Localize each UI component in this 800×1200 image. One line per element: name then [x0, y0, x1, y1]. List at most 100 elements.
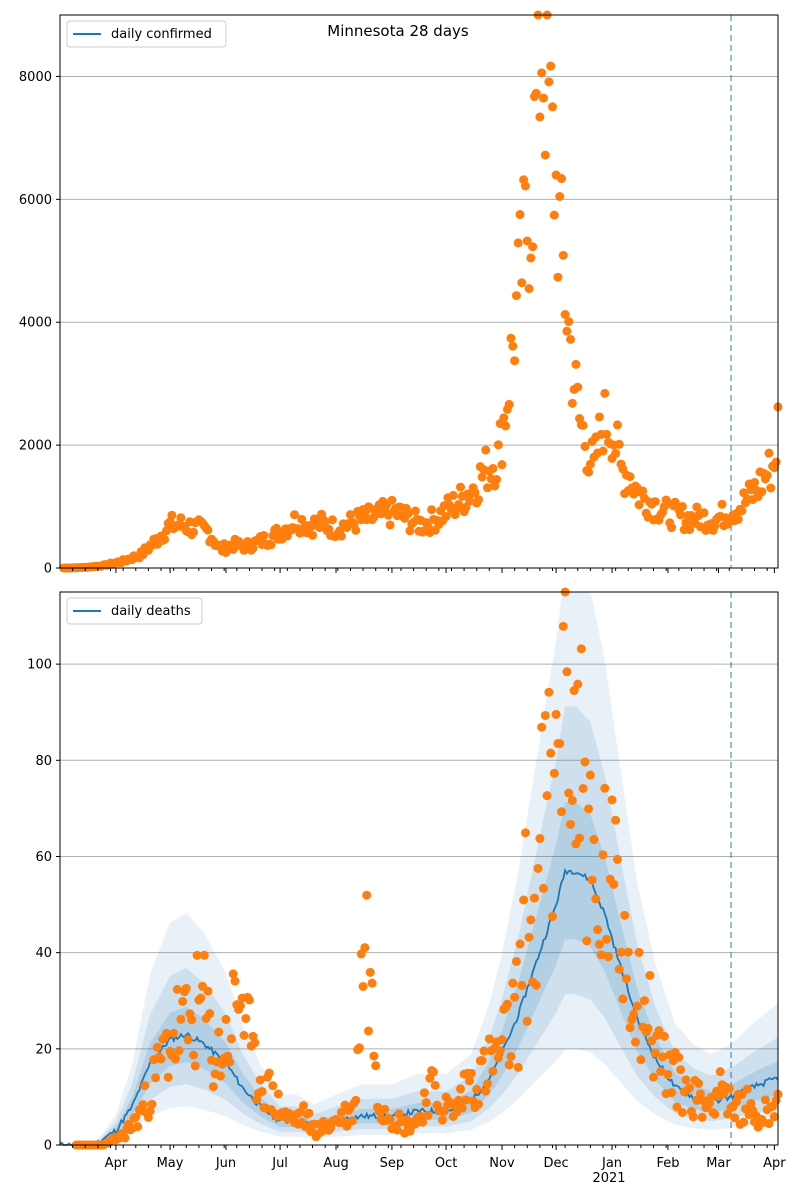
confirmed-point — [501, 421, 511, 431]
confirmed-point — [290, 510, 300, 520]
deaths-point — [764, 1119, 774, 1129]
top-ytick-label: 8000 — [19, 70, 52, 85]
deaths-point — [196, 993, 206, 1003]
confirmed-point — [483, 483, 493, 493]
confirmed-point — [526, 253, 536, 263]
confirmed-point — [248, 543, 258, 553]
deaths-point — [746, 1098, 756, 1108]
deaths-point — [484, 1034, 494, 1044]
deaths-point — [230, 976, 240, 986]
confirmed-point — [524, 284, 534, 294]
deaths-points — [71, 587, 783, 1150]
deaths-point — [461, 1095, 471, 1105]
confirmed-point — [625, 472, 635, 482]
deaths-point — [706, 1092, 716, 1102]
deaths-point — [611, 815, 621, 825]
confirmed-point — [544, 77, 554, 87]
bottom-xtick-label: May — [157, 1156, 184, 1171]
confirmed-point — [497, 460, 507, 470]
deaths-point — [192, 950, 202, 960]
confirmed-point — [676, 510, 686, 520]
confirmed-point — [562, 326, 572, 336]
confirmed-point — [567, 398, 577, 408]
confirmed-chart-panel: 0 2000 4000 6000 8000 Minnesota 28 days dail… — [19, 10, 783, 577]
confirmed-point — [481, 445, 491, 455]
confirmed-point — [558, 250, 568, 260]
bottom-legend: daily deaths — [66, 597, 203, 625]
confirmed-point — [385, 520, 395, 530]
deaths-point — [616, 947, 626, 957]
confirmed-point — [549, 210, 559, 220]
confirmed-point — [160, 534, 170, 544]
deaths-point — [600, 783, 610, 793]
bottom-xtick-label: Apr — [105, 1156, 128, 1171]
deaths-point — [650, 1048, 660, 1058]
deaths-point — [715, 1067, 725, 1077]
deaths-point — [428, 1067, 438, 1077]
deaths-uncertainty-bands — [60, 592, 778, 1145]
deaths-point — [241, 1013, 251, 1023]
deaths-point — [694, 1078, 704, 1088]
deaths-point — [724, 1083, 734, 1093]
deaths-point — [612, 854, 622, 864]
deaths-point — [710, 1109, 720, 1119]
confirmed-point — [546, 61, 556, 71]
confirmed-point — [757, 487, 767, 497]
deaths-point — [517, 980, 527, 990]
confirmed-point — [580, 441, 590, 451]
bottom-xtick-label: Jun — [215, 1156, 236, 1171]
confirmed-point — [598, 446, 608, 456]
deaths-point — [474, 1099, 484, 1109]
confirmed-point — [510, 356, 520, 366]
confirmed-point — [488, 463, 498, 473]
bottom-ytick-label: 40 — [35, 946, 52, 961]
confirmed-point — [327, 515, 337, 525]
deaths-point — [591, 894, 601, 904]
deaths-point — [663, 1069, 673, 1079]
confirmed-point — [511, 291, 521, 301]
deaths-point — [392, 1125, 402, 1135]
deaths-point — [226, 1034, 236, 1044]
confirmed-point — [547, 102, 557, 112]
deaths-point — [524, 932, 534, 942]
deaths-point — [347, 1116, 357, 1126]
deaths-point — [120, 1133, 130, 1143]
bottom-plot-frame — [59, 591, 779, 1146]
deaths-point — [172, 984, 182, 994]
deaths-band — [60, 592, 778, 1145]
deaths-point — [176, 1014, 186, 1024]
deaths-point — [360, 943, 370, 953]
confirmed-point — [710, 521, 720, 531]
deaths-point — [566, 819, 576, 829]
deaths-point — [562, 667, 572, 677]
confirmed-point — [508, 341, 518, 351]
bottom-ytick-label: 100 — [27, 658, 52, 673]
deaths-point — [537, 722, 547, 732]
top-axis-ticks: 0 2000 4000 6000 8000 — [19, 70, 775, 577]
deaths-point — [351, 1095, 361, 1105]
deaths-point — [336, 1107, 346, 1117]
deaths-point — [455, 1084, 465, 1094]
deaths-point — [250, 1038, 260, 1048]
deaths-point — [567, 795, 577, 805]
deaths-point — [423, 1110, 433, 1120]
deaths-point — [625, 1023, 635, 1033]
confirmed-point — [336, 531, 346, 541]
deaths-point — [643, 1023, 653, 1033]
deaths-point — [688, 1112, 698, 1122]
deaths-point — [526, 915, 536, 925]
deaths-point — [133, 1122, 143, 1132]
top-ytick-label: 2000 — [19, 439, 52, 454]
confirmed-point — [403, 509, 413, 519]
deaths-point — [672, 1102, 682, 1112]
deaths-point — [640, 996, 650, 1006]
deaths-point — [187, 1015, 197, 1025]
confirmed-point — [766, 483, 776, 493]
deaths-point — [169, 1028, 179, 1038]
deaths-point — [255, 1075, 265, 1085]
confirmed-point — [566, 334, 576, 344]
confirmed-point — [553, 272, 563, 282]
confirmed-point — [737, 506, 747, 516]
deaths-point — [481, 1086, 491, 1096]
